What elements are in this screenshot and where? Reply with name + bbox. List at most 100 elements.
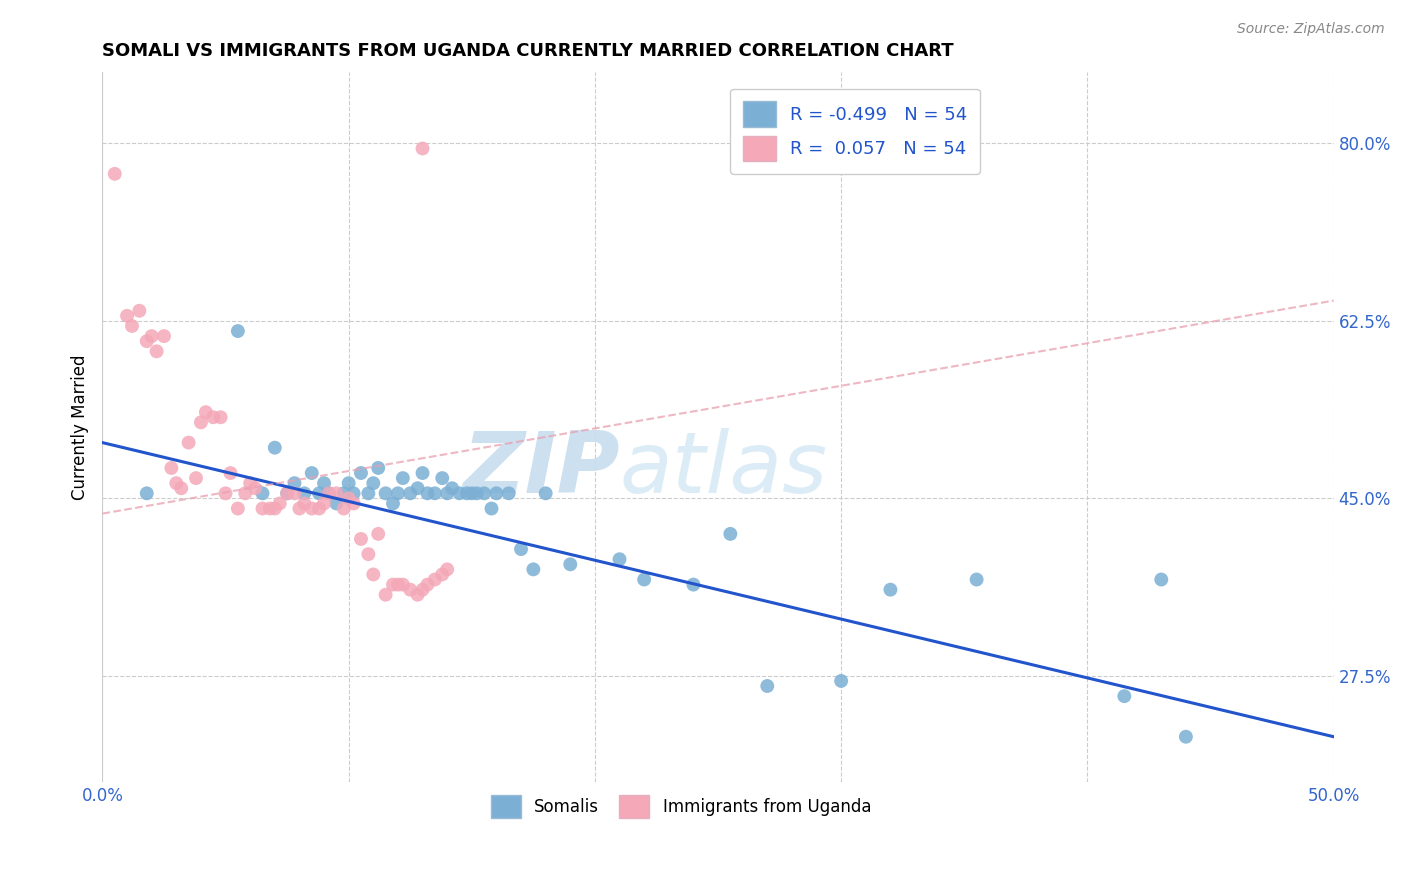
Point (412, 141, 434, 155)
Point (382, 577, 405, 591)
Point (350, 532, 373, 546)
Point (1114, 689, 1136, 703)
Point (367, 527, 389, 541)
Point (436, 486, 458, 500)
Point (318, 486, 340, 500)
Point (332, 486, 354, 500)
Point (141, 329, 163, 343)
Point (560, 558, 582, 572)
Point (465, 486, 488, 500)
Point (104, 167, 127, 181)
Point (367, 461, 389, 475)
Point (332, 501, 354, 516)
Point (160, 461, 183, 475)
Point (406, 481, 429, 495)
Point (226, 501, 249, 516)
Text: atlas: atlas (620, 428, 828, 511)
Point (498, 486, 520, 500)
Point (456, 486, 478, 500)
Point (301, 466, 323, 480)
Point (276, 486, 298, 500)
Point (219, 466, 242, 480)
Point (233, 486, 256, 500)
Point (392, 471, 415, 485)
Point (412, 582, 434, 597)
Point (308, 501, 330, 516)
Point (472, 486, 495, 500)
Point (1174, 730, 1197, 744)
Point (1150, 573, 1173, 587)
Point (522, 562, 544, 576)
Point (481, 501, 503, 516)
Point (830, 673, 852, 688)
Point (135, 334, 157, 348)
Point (406, 588, 429, 602)
Point (423, 573, 446, 587)
Point (399, 582, 422, 597)
Point (441, 481, 464, 495)
Text: ZIP: ZIP (463, 428, 620, 511)
Point (209, 410, 232, 425)
Point (399, 486, 422, 500)
Point (416, 486, 439, 500)
Point (756, 679, 779, 693)
Point (128, 303, 150, 318)
Point (194, 405, 217, 419)
Point (145, 344, 167, 359)
Point (276, 486, 298, 500)
Point (633, 573, 655, 587)
Point (121, 318, 143, 333)
Point (135, 486, 157, 500)
Point (432, 567, 454, 582)
Point (609, 552, 631, 566)
Point (325, 496, 347, 510)
Point (214, 486, 236, 500)
Point (966, 573, 988, 587)
Point (184, 471, 207, 485)
Point (357, 547, 380, 561)
Point (177, 435, 200, 450)
Legend: Somalis, Immigrants from Uganda: Somalis, Immigrants from Uganda (484, 789, 877, 825)
Point (288, 501, 311, 516)
Point (170, 481, 193, 495)
Point (312, 496, 335, 510)
Point (432, 471, 454, 485)
Point (259, 501, 281, 516)
Point (269, 496, 291, 510)
Point (325, 486, 347, 500)
Point (283, 486, 305, 500)
Point (252, 501, 274, 516)
Point (202, 410, 225, 425)
Point (292, 496, 315, 510)
Point (387, 577, 409, 591)
Point (387, 486, 409, 500)
Point (350, 466, 373, 480)
Text: SOMALI VS IMMIGRANTS FROM UGANDA CURRENTLY MARRIED CORRELATION CHART: SOMALI VS IMMIGRANTS FROM UGANDA CURRENT… (103, 42, 955, 60)
Point (337, 491, 360, 506)
Point (342, 496, 364, 510)
Point (392, 577, 415, 591)
Point (423, 486, 446, 500)
Text: Source: ZipAtlas.com: Source: ZipAtlas.com (1237, 22, 1385, 37)
Point (153, 329, 176, 343)
Point (318, 486, 340, 500)
Point (252, 486, 274, 500)
Point (337, 476, 360, 491)
Point (449, 486, 471, 500)
Point (461, 486, 484, 500)
Point (363, 476, 385, 491)
Point (412, 466, 434, 480)
Point (436, 562, 458, 576)
Point (239, 476, 262, 491)
Point (485, 486, 508, 500)
Point (363, 567, 385, 582)
Point (115, 309, 138, 323)
Point (312, 476, 335, 491)
Point (534, 486, 557, 500)
Point (879, 582, 901, 597)
Point (416, 577, 439, 591)
Point (301, 501, 323, 516)
Point (374, 486, 396, 500)
Point (283, 476, 305, 491)
Point (263, 501, 285, 516)
